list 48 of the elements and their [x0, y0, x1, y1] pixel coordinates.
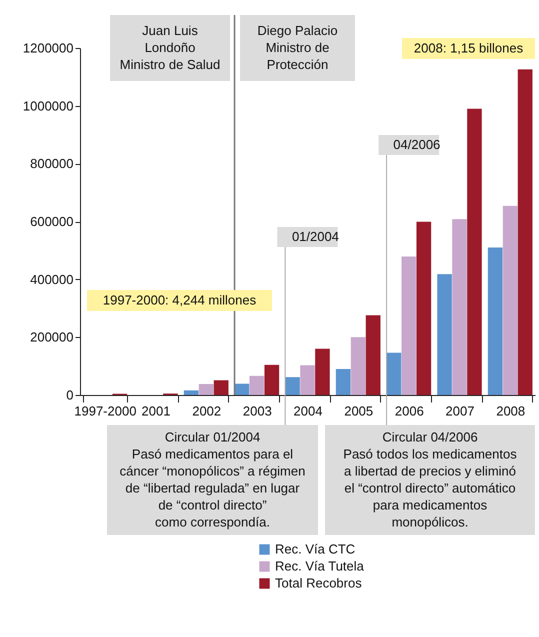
bar	[386, 352, 402, 395]
bar	[234, 384, 250, 395]
bar	[502, 206, 518, 395]
x-tick-label: 2002	[192, 404, 222, 418]
bar	[437, 274, 452, 395]
bar	[518, 69, 532, 395]
bar	[250, 376, 264, 395]
bar	[285, 377, 300, 395]
bar	[366, 315, 380, 395]
y-tick-label: 1000000	[22, 98, 74, 114]
bar	[336, 368, 351, 395]
x-tick-label: 2006	[394, 404, 424, 418]
y-tick-label: 800000	[30, 156, 74, 172]
bar	[184, 390, 199, 395]
bar	[488, 248, 503, 395]
annotation: 2008: 1,15 billones	[414, 40, 524, 56]
y-tick-label: 600000	[30, 214, 74, 229]
legend-label: Rec. Vía CTC	[275, 542, 356, 556]
bar	[452, 219, 467, 395]
text: Circular 04/2006 Pasó todos los medicamentos a libertad de precios y eliminó el “control directo” automático para medicamentos monopólicos.	[343, 430, 518, 530]
x-tick-label: 2007	[446, 404, 474, 418]
bar	[416, 222, 432, 395]
ref-line-label: 01/2004	[292, 229, 339, 244]
bar	[467, 108, 482, 395]
text: Circular 01/2004 Pasó medicamentos para el cáncer “monopólicos” a régimen de “libertad regulada” en lugar de “control directo” como correspondía.	[120, 430, 306, 530]
bar	[402, 256, 416, 395]
y-tick-label: 0	[66, 388, 74, 402]
annotation: 1997-2000: 4,244 millones	[102, 292, 257, 308]
bar	[214, 380, 228, 395]
x-tick-label: 1997-2000	[74, 404, 136, 418]
x-tick-label: 2004	[294, 404, 322, 418]
bar	[300, 365, 315, 395]
annotation: Diego Palacio Ministro de Protección	[257, 23, 338, 72]
x-tick-label: 2003	[242, 404, 272, 418]
legend-label: Total Recobros	[275, 576, 362, 590]
bar	[198, 384, 214, 395]
x-tick-label: 2001	[142, 404, 170, 418]
y-tick-label: 1200000	[22, 40, 74, 56]
x-tick-label: 2005	[344, 404, 374, 418]
bar	[264, 364, 280, 395]
x-tick-label: 2008	[496, 404, 526, 418]
ref-line-label: 04/2006	[393, 137, 440, 152]
annotation: Juan Luis Londoño Ministro de Salud	[120, 23, 220, 72]
bar	[315, 348, 330, 395]
y-tick-label: 400000	[30, 272, 74, 287]
legend-label: Rec. Vía Tutela	[275, 558, 365, 574]
y-tick-label: 200000	[30, 330, 74, 345]
bar	[350, 337, 366, 395]
